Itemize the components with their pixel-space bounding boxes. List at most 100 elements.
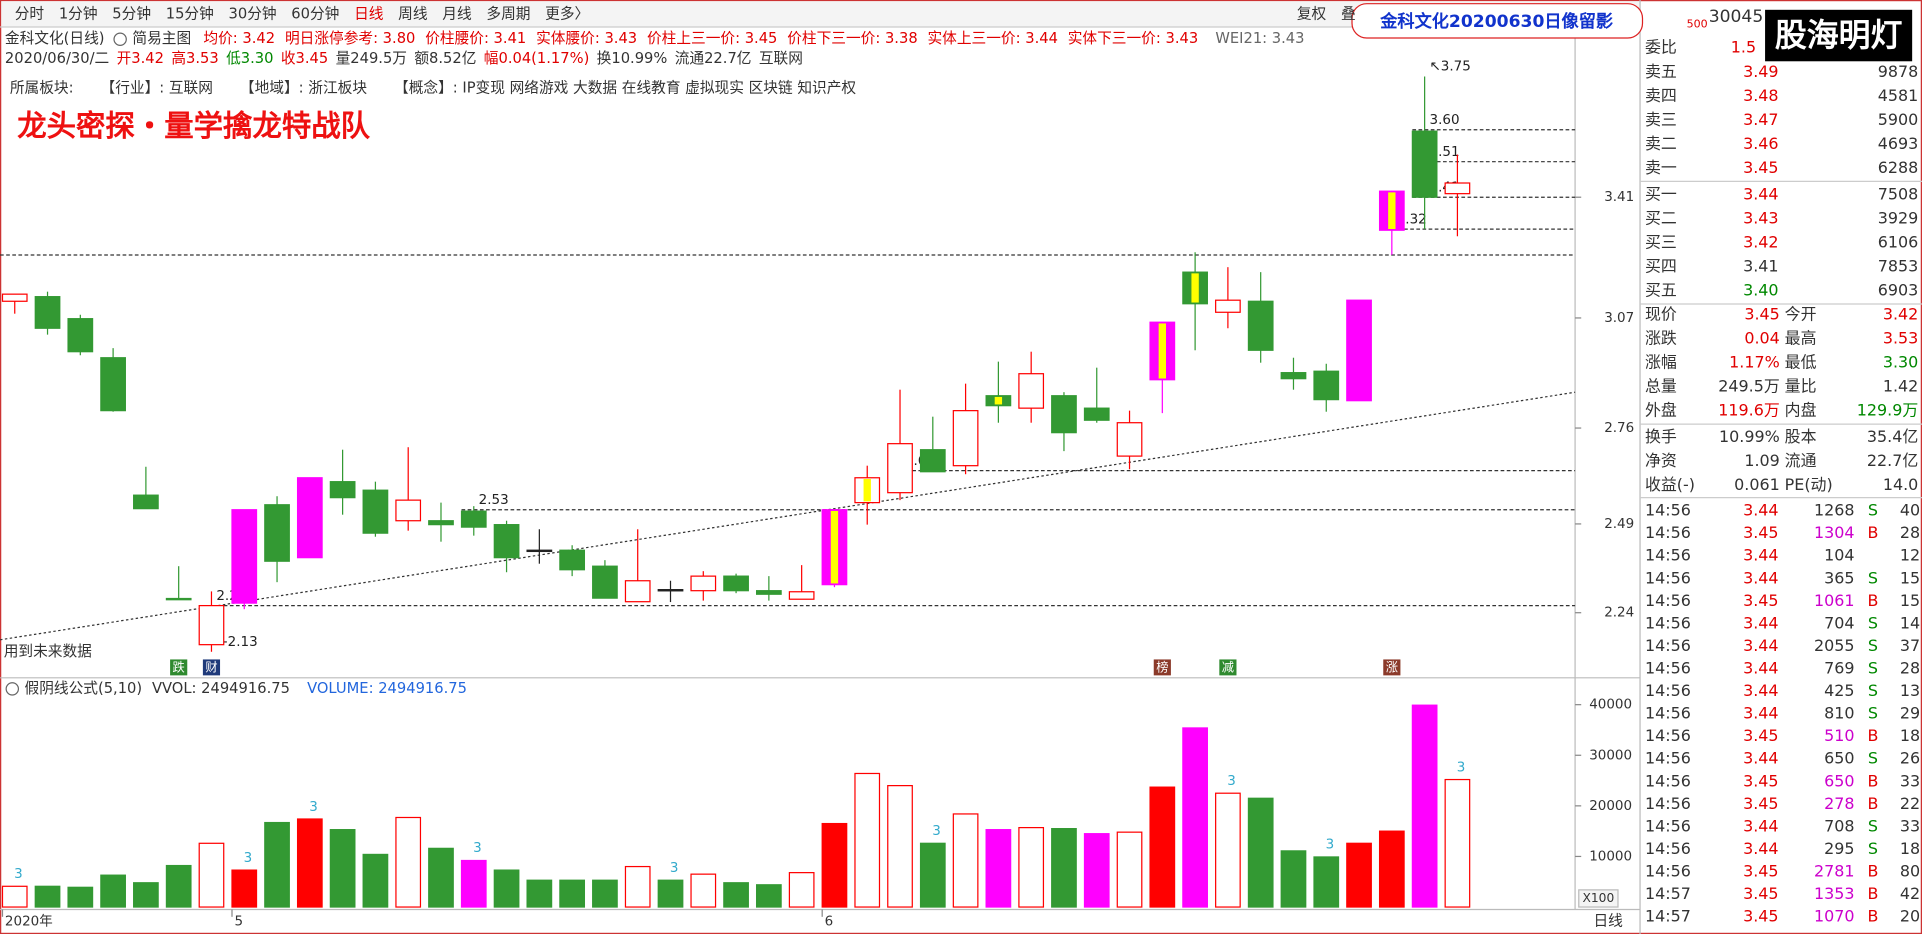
trade-volume: 810	[1824, 704, 1854, 723]
price-label: ←2.13	[216, 634, 257, 650]
candle-body	[690, 575, 717, 592]
title-box-text: 金科文化20200630日像留影	[1379, 11, 1613, 32]
candle-body	[919, 449, 946, 473]
quote-label: 现价	[1645, 305, 1677, 324]
trend-line	[0, 391, 1576, 641]
volume-bar	[67, 886, 94, 908]
volume-bar	[1280, 850, 1307, 908]
volume-bar	[165, 864, 192, 908]
candle-body	[460, 510, 487, 528]
quote-label: 量比	[1785, 377, 1817, 396]
trade-count: 15	[1900, 591, 1920, 610]
tab[interactable]: 多周期	[486, 6, 530, 23]
trade-count: 12	[1900, 546, 1920, 565]
trade-side: S	[1868, 816, 1878, 835]
candle-body	[296, 477, 323, 559]
tab[interactable]: 1分钟	[59, 6, 98, 23]
trade-volume: 1070	[1814, 907, 1855, 926]
quote-label: 收益(-)	[1645, 475, 1695, 494]
trade-time: 14:56	[1645, 794, 1691, 813]
volume-bar	[1313, 856, 1340, 908]
volume-bar	[133, 882, 159, 908]
button[interactable]: 叠	[1341, 6, 1356, 23]
event-box	[1383, 659, 1401, 676]
volume-bar	[100, 874, 126, 908]
info-item: 高3.53	[171, 50, 218, 67]
info-item: WEI21: 3.43	[1215, 30, 1304, 47]
candle-body	[1313, 370, 1340, 401]
x-tick-label: 6	[825, 914, 834, 930]
trade-time: 14:57	[1645, 884, 1691, 903]
candle-highlight	[1388, 192, 1396, 230]
trade-time: 14:56	[1645, 636, 1691, 655]
candle-highlight	[1191, 273, 1199, 303]
note: 用到未来数据	[4, 643, 92, 660]
trade-price: 3.44	[1743, 681, 1778, 700]
volume-bar	[1247, 797, 1274, 908]
trade-volume: 1268	[1814, 501, 1855, 520]
y-tick-label: 2.76	[1604, 420, 1634, 436]
brand: 股海明灯	[1775, 16, 1903, 54]
volume-bar	[428, 847, 454, 908]
book-price: 3.46	[1743, 134, 1778, 153]
candle-body	[657, 589, 684, 592]
tab[interactable]: 15分钟	[166, 6, 214, 23]
quote-label: PE(动)	[1785, 475, 1833, 494]
trade-side: B	[1867, 794, 1878, 813]
tab[interactable]: 日线	[354, 6, 384, 23]
button[interactable]: 复权	[1297, 5, 1327, 23]
trade-time: 14:56	[1645, 658, 1691, 677]
volume-bar	[723, 882, 749, 908]
trade-price: 3.44	[1743, 816, 1778, 835]
quote-value: 0.061	[1734, 475, 1780, 494]
candle-body	[133, 494, 159, 510]
candle-body	[231, 509, 258, 604]
book-price: 3.48	[1743, 86, 1778, 105]
candle-highlight	[994, 396, 1003, 405]
tab[interactable]: 更多〉	[545, 6, 589, 23]
tab[interactable]: 60分钟	[291, 6, 339, 23]
trade-count: 22	[1900, 794, 1920, 813]
candle-body	[624, 580, 651, 603]
candle-body	[887, 443, 913, 494]
quote-value: 22.7亿	[1867, 451, 1918, 470]
quote-value: 3.53	[1883, 329, 1918, 348]
volume-bar	[1444, 778, 1471, 908]
volume-bar	[887, 785, 913, 908]
trade-price: 3.44	[1743, 749, 1778, 768]
candle-body	[34, 296, 61, 329]
info-name: 金科文化(日线)	[5, 30, 105, 47]
tab[interactable]: 5分钟	[112, 6, 151, 23]
trade-time: 14:57	[1645, 907, 1691, 926]
book-price: 3.41	[1743, 256, 1778, 275]
trade-time: 14:56	[1645, 613, 1691, 632]
info-item: 【地域】: 浙江板块	[240, 78, 367, 96]
info-item: 实体上三一价: 3.44	[927, 30, 1057, 47]
tab[interactable]: 30分钟	[229, 6, 277, 23]
tab[interactable]: 分时	[15, 6, 45, 23]
quote-value: 1.17%	[1729, 353, 1780, 372]
trade-price: 3.45	[1743, 591, 1778, 610]
volume-bar	[919, 842, 946, 908]
tab[interactable]: 月线	[442, 6, 472, 23]
quote-value: 3.30	[1883, 353, 1918, 372]
trade-price: 3.44	[1743, 546, 1778, 565]
candle-body	[1, 293, 28, 302]
candle-body	[1444, 182, 1471, 195]
quote-label: 净资	[1645, 451, 1677, 470]
indicator-label: 假阴线公式(5,10)	[25, 680, 143, 697]
unit-label: X100	[1582, 891, 1614, 905]
trade-side: B	[1867, 907, 1878, 926]
info-item: 实体下三一价: 3.43	[1068, 30, 1198, 47]
trade-count: 15	[1900, 568, 1920, 587]
volume-bar	[1215, 792, 1241, 908]
volume-mark: 3	[309, 799, 318, 815]
trade-price: 3.44	[1743, 704, 1778, 723]
trade-volume: 1353	[1814, 884, 1855, 903]
book-volume: 6288	[1878, 158, 1919, 177]
trade-count: 28	[1900, 658, 1920, 677]
period-label[interactable]: 日线	[1593, 913, 1623, 930]
candle-body	[1083, 407, 1110, 421]
tab[interactable]: 周线	[398, 6, 428, 23]
